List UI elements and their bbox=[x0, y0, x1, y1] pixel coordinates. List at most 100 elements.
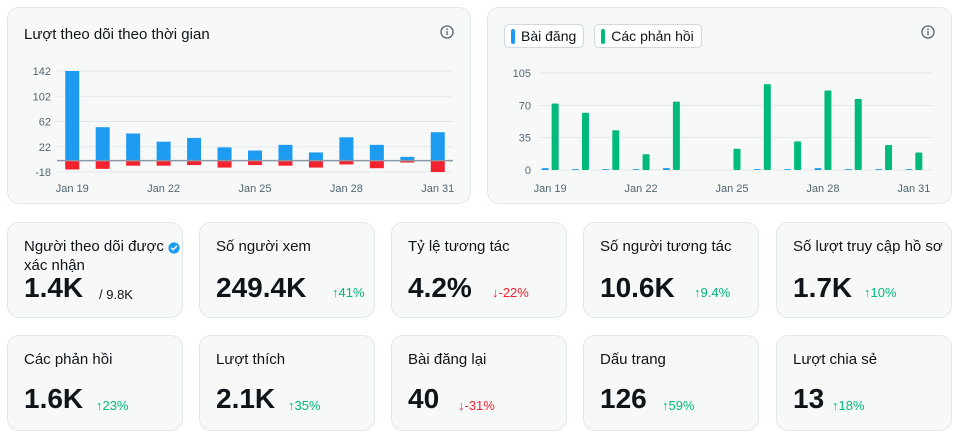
gain-bar bbox=[400, 156, 415, 161]
gain-bar bbox=[369, 144, 384, 161]
loss-bar bbox=[400, 160, 415, 163]
legend-posts-label: Bài đăng bbox=[521, 28, 577, 44]
stat-card-shares[interactable]: Lượt chia sẻ 13 ↑18% bbox=[776, 335, 952, 431]
posts-bar bbox=[541, 168, 549, 170]
replies-bar bbox=[642, 154, 650, 170]
gain-bar bbox=[217, 147, 232, 161]
gain-bar bbox=[308, 152, 323, 161]
stat-change: ↑35% bbox=[288, 398, 321, 413]
posts-bar bbox=[632, 169, 640, 170]
loss-bar bbox=[278, 160, 293, 166]
stat-label: Các phản hồi bbox=[24, 351, 113, 368]
gain-bar bbox=[156, 141, 171, 161]
replies-bar bbox=[551, 103, 559, 170]
gain-bar bbox=[65, 71, 80, 161]
loss-bar bbox=[217, 160, 232, 168]
gain-bar bbox=[248, 150, 262, 161]
replies-bar bbox=[612, 130, 620, 170]
x-tick-label: Jan 22 bbox=[147, 183, 180, 195]
loss-bar bbox=[95, 160, 110, 169]
y-tick-label: 142 bbox=[33, 66, 51, 78]
y-tick-label: -18 bbox=[35, 167, 51, 179]
loss-bar bbox=[369, 160, 384, 169]
posts-bar bbox=[814, 168, 822, 170]
followers-over-time-card: Lượt theo dõi theo thời gian 142 102 62 22 -… bbox=[7, 7, 471, 204]
posts-bar bbox=[844, 169, 852, 170]
legend-replies-label: Các phản hồi bbox=[611, 28, 694, 44]
legend-posts[interactable]: Bài đăng bbox=[504, 24, 585, 48]
stat-value: 1.6K bbox=[24, 383, 84, 414]
stat-change: ↑41% bbox=[332, 285, 365, 300]
verified-badge-icon bbox=[168, 242, 180, 254]
stat-value: 4.2% bbox=[408, 272, 472, 303]
loss-bar bbox=[339, 160, 354, 165]
posts-replies-card: Bài đăng Các phản hồi 105 70 35 0 Jan 19 Jan … bbox=[487, 7, 952, 204]
x-tick-label: Jan 25 bbox=[238, 183, 271, 195]
gain-bar bbox=[187, 137, 202, 161]
loss-bar bbox=[308, 160, 323, 168]
posts-bar bbox=[662, 168, 670, 170]
followers-bar-chart: 142 102 62 22 -18 Jan 19 Jan 22 Jan 25 Jan 28 Jan… bbox=[33, 66, 455, 195]
loss-bar bbox=[156, 160, 171, 166]
x-tick-label: Jan 25 bbox=[715, 183, 748, 195]
stat-label: Lượt thích bbox=[216, 351, 286, 368]
y-tick-label: 22 bbox=[39, 142, 51, 154]
stat-label: Tỷ lệ tương tác bbox=[408, 238, 510, 255]
posts-bar bbox=[905, 169, 913, 170]
stat-value: 249.4K bbox=[216, 272, 307, 303]
stat-card-impressions[interactable]: Số người xem 249.4K ↑41% bbox=[199, 222, 375, 318]
stat-value: 1.7K bbox=[793, 272, 853, 303]
stat-label: Số người xem bbox=[216, 238, 311, 255]
stat-value: 40 bbox=[408, 383, 440, 414]
legend-posts-swatch bbox=[511, 28, 515, 44]
info-icon[interactable] bbox=[921, 25, 935, 39]
stat-card-verified-followers[interactable]: Người theo dõi được xác nhận 1.4K / 9.8K bbox=[7, 222, 183, 318]
y-tick-label: 62 bbox=[39, 117, 51, 129]
stat-change: ↑59% bbox=[662, 398, 695, 413]
stat-change: ↑10% bbox=[864, 285, 897, 300]
followers-chart-title: Lượt theo dõi theo thời gian bbox=[24, 26, 210, 43]
stat-value: 13 bbox=[793, 383, 825, 414]
stat-change: ↑9.4% bbox=[694, 285, 731, 300]
stat-total: / 9.8K bbox=[99, 287, 133, 302]
stat-change: ↓-22% bbox=[492, 285, 529, 300]
stat-card-profile-visits[interactable]: Số lượt truy cập hồ sơ 1.7K ↑10% bbox=[776, 222, 952, 318]
stat-card-reposts[interactable]: Bài đăng lại 40 ↓-31% bbox=[391, 335, 567, 431]
y-tick-label: 102 bbox=[33, 91, 51, 103]
loss-bar bbox=[248, 160, 262, 166]
x-tick-label: Jan 28 bbox=[330, 183, 363, 195]
stat-card-engagement-rate[interactable]: Tỷ lệ tương tác 4.2% ↓-22% bbox=[391, 222, 567, 318]
stat-card-likes[interactable]: Lượt thích 2.1K ↑35% bbox=[199, 335, 375, 431]
stat-change: ↑23% bbox=[96, 398, 129, 413]
legend-replies-swatch bbox=[601, 28, 606, 44]
x-tick-label: Jan 19 bbox=[56, 183, 89, 195]
stat-card-replies[interactable]: Các phản hồi 1.6K ↑23% bbox=[7, 335, 183, 431]
info-icon[interactable] bbox=[440, 25, 454, 39]
x-tick-label: Jan 19 bbox=[534, 183, 567, 195]
y-tick-label: 70 bbox=[519, 100, 531, 112]
stat-value: 126 bbox=[600, 383, 647, 414]
x-tick-label: Jan 28 bbox=[806, 183, 839, 195]
posts-bar bbox=[875, 169, 883, 170]
posts-bar bbox=[602, 169, 610, 170]
legend-replies[interactable]: Các phản hồi bbox=[594, 24, 702, 48]
stat-card-bookmarks[interactable]: Dấu trang 126 ↑59% bbox=[583, 335, 759, 431]
replies-bar bbox=[763, 84, 771, 170]
replies-bar bbox=[581, 112, 589, 170]
y-tick-label: 35 bbox=[519, 133, 531, 145]
loss-bar bbox=[187, 160, 202, 166]
stat-change: ↓-31% bbox=[458, 398, 495, 413]
loss-bar bbox=[65, 160, 80, 170]
replies-bar bbox=[824, 90, 832, 170]
stat-label: Số người tương tác bbox=[600, 238, 732, 255]
replies-bar bbox=[885, 145, 893, 170]
stat-value: 10.6K bbox=[600, 272, 675, 303]
stat-change: ↑18% bbox=[832, 398, 865, 413]
stat-label: Lượt chia sẻ bbox=[793, 351, 878, 368]
stat-label: Số lượt truy cập hồ sơ bbox=[793, 238, 943, 255]
replies-bar bbox=[854, 98, 862, 170]
stat-value: 2.1K bbox=[216, 383, 276, 414]
y-tick-label: 105 bbox=[513, 68, 531, 80]
stat-card-engagements[interactable]: Số người tương tác 10.6K ↑9.4% bbox=[583, 222, 759, 318]
replies-bar bbox=[733, 148, 741, 170]
